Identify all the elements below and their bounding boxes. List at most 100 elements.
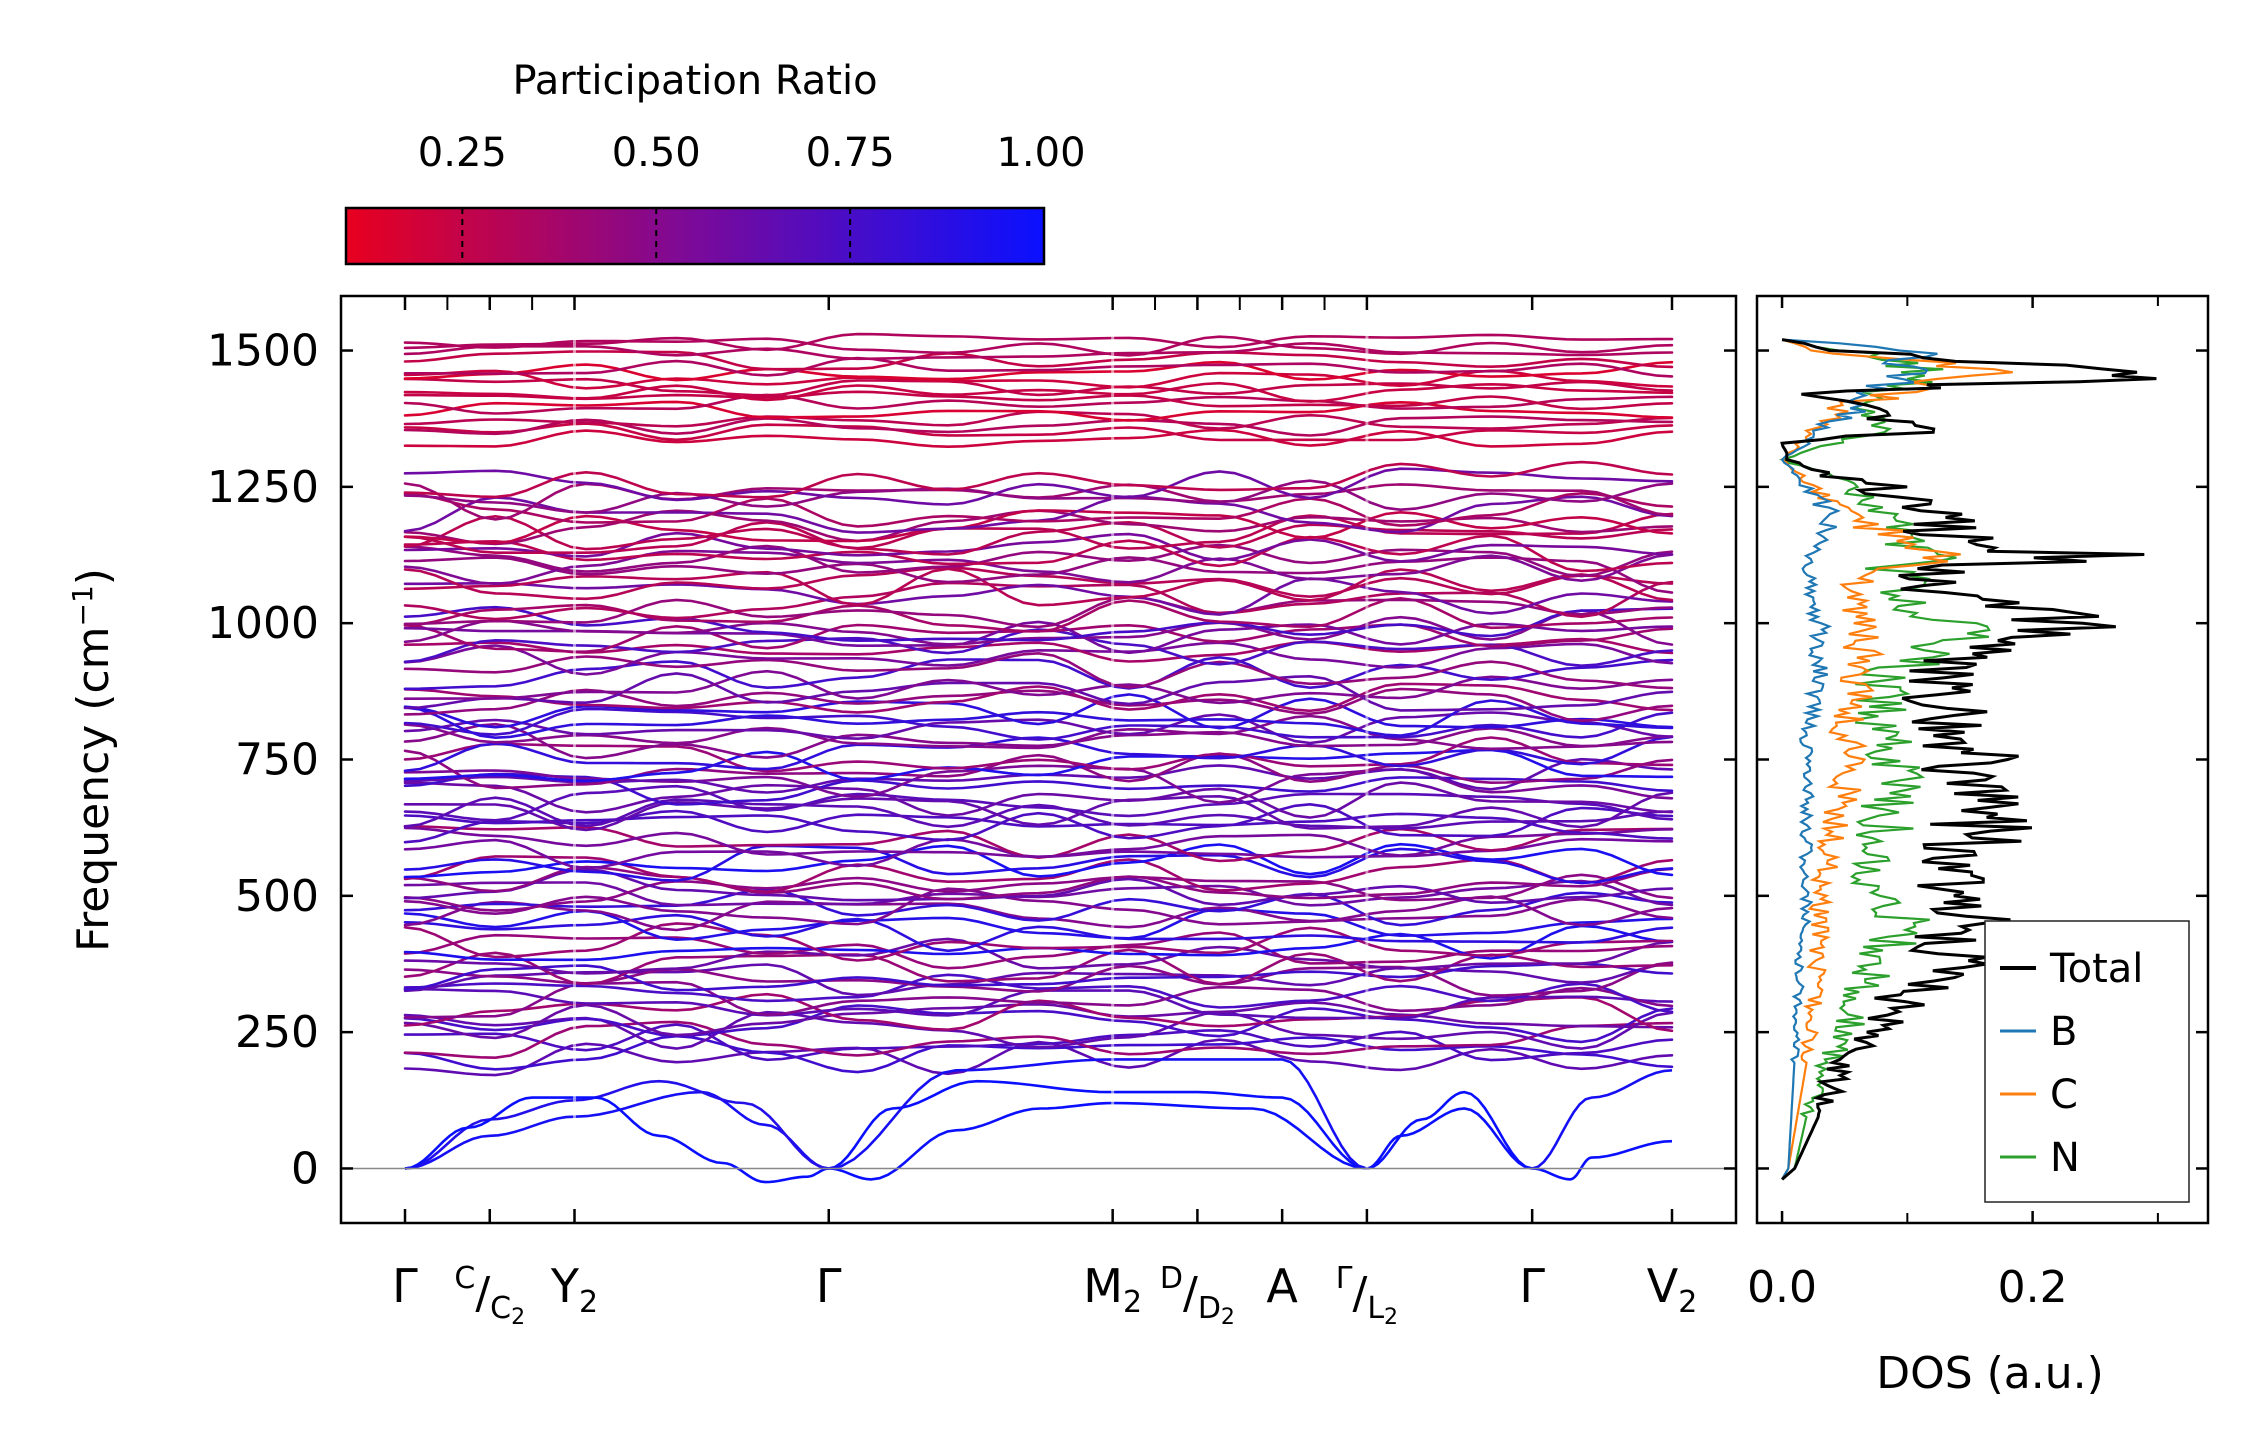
colorbar-tick-label: 0.75	[806, 130, 895, 176]
y-axis-label: Frequency (cm−1)	[66, 568, 119, 952]
phonon-band	[403, 796, 1674, 830]
phonon-band	[403, 350, 1674, 371]
phonon-band	[403, 948, 1674, 986]
acoustic-branch	[1366, 1090, 1533, 1170]
phonon-band	[403, 543, 1674, 578]
kpath-label: M2	[1083, 1259, 1142, 1320]
kpath-label: Γ/L2	[1336, 1261, 1398, 1330]
segment-break	[572, 296, 576, 1223]
segment-break	[1111, 296, 1115, 1223]
phonon-band	[403, 748, 1674, 783]
colorbar-tick-label: 1.00	[996, 130, 1085, 176]
kpath-label: Γ	[1519, 1259, 1545, 1313]
phonon-band	[403, 735, 1674, 773]
phonon-band	[403, 865, 1674, 901]
legend-label: Total	[2049, 946, 2143, 992]
acoustic-branch	[404, 1090, 829, 1170]
dos-x-label: DOS (a.u.)	[1876, 1348, 2104, 1399]
phonon-band	[403, 341, 1674, 361]
phonon-band	[403, 520, 1674, 556]
phonon-band	[403, 961, 1674, 997]
phonon-band	[403, 512, 1674, 551]
phonon-band	[403, 791, 1674, 832]
dos-series-n	[1779, 338, 1991, 1181]
legend-label: B	[2050, 1009, 2077, 1055]
phonon-band	[403, 482, 1674, 521]
phonon-band	[403, 509, 1674, 545]
phonon-band	[403, 381, 1674, 403]
dos-legend: Total BCN	[1984, 920, 2190, 1203]
phonon-band	[403, 897, 1674, 932]
phonon-band	[403, 1023, 1674, 1062]
phonon-band	[403, 534, 1674, 573]
dos-series-total	[1780, 338, 2157, 1181]
phonon-band	[403, 360, 1674, 382]
acoustic-branch	[1366, 1107, 1533, 1170]
phonon-band	[403, 596, 1674, 633]
colorbar-ticks: 0.25 0.50 0.75 1.00	[418, 130, 1086, 264]
dos-curves	[1779, 338, 2157, 1181]
phonon-band	[403, 556, 1674, 594]
kpath-label: Γ	[816, 1259, 842, 1313]
acoustic-branch	[828, 1079, 1368, 1170]
phonon-band	[403, 1010, 1674, 1050]
colorbar: Participation Ratio 0.25 0.50 0.75 1.00	[344, 58, 1086, 266]
phonon-band	[403, 467, 1674, 506]
dos-x-tick-label: 0.0	[1747, 1262, 1817, 1313]
phonon-band	[403, 605, 1674, 643]
phonon-band	[403, 641, 1674, 676]
y-tick-labels: 0 250 500 750 1000 1250 1500	[207, 326, 319, 1195]
phonon-band	[403, 711, 1674, 745]
segment-break	[1365, 296, 1369, 1223]
y-tick-label: 250	[235, 1007, 319, 1058]
phonon-band	[403, 595, 1674, 629]
y-tick-label: 1250	[207, 462, 319, 513]
phonon-band	[403, 907, 1674, 942]
colorbar-tick-label: 0.50	[612, 130, 701, 176]
phonon-band	[403, 722, 1674, 760]
y-tick-label: 750	[235, 735, 319, 786]
kpath-labels: Γ C/C2 Y2 Γ M2 D/D2 A Γ/L2 Γ V2	[392, 1259, 1697, 1330]
phonon-band	[403, 672, 1674, 712]
acoustic-branch	[828, 1101, 1368, 1181]
phonon-band	[403, 1001, 1674, 1040]
phonon-band	[403, 428, 1674, 449]
kpath-label: C/C2	[454, 1261, 525, 1330]
phonon-band	[403, 393, 1674, 415]
acoustic-branch	[828, 1058, 1368, 1170]
y-tick-label: 1500	[207, 326, 319, 377]
colorbar-tick-label: 0.25	[418, 130, 507, 176]
phonon-band	[403, 837, 1674, 870]
phonon-band	[403, 913, 1674, 953]
phonon-band	[403, 566, 1674, 601]
acoustic-branch	[1531, 1069, 1673, 1170]
dos-panel: 0.0 0.2 DOS (a.u.) Total BCN	[1747, 294, 2210, 1399]
kpath-label: Y2	[550, 1259, 598, 1320]
phonon-band	[403, 973, 1674, 1014]
kpath-label: V2	[1647, 1259, 1698, 1320]
phonon-band	[403, 415, 1674, 437]
phonon-band	[403, 491, 1674, 528]
phonon-band	[403, 1004, 1674, 1044]
band-lines	[403, 296, 1674, 1223]
phonon-band	[403, 826, 1674, 859]
kpath-label: A	[1266, 1259, 1298, 1313]
phonon-band	[403, 479, 1674, 514]
legend-label: N	[2050, 1135, 2080, 1181]
acoustic-branch	[404, 1079, 829, 1170]
phonon-band	[403, 549, 1674, 586]
phonon-band	[403, 422, 1674, 442]
phonon-band	[403, 628, 1674, 668]
phonon-band	[403, 390, 1674, 411]
phonon-band	[403, 460, 1674, 499]
legend-label: C	[2050, 1072, 2078, 1118]
phonon-band	[403, 844, 1674, 885]
band-axis-ticks	[341, 296, 1736, 1223]
y-tick-label: 1000	[207, 598, 319, 649]
phonon-band	[403, 781, 1674, 819]
dos-series-b	[1780, 338, 1938, 1180]
dos-x-tick-label: 0.2	[1998, 1262, 2068, 1313]
phonon-band	[403, 577, 1674, 616]
phonon-band	[403, 377, 1674, 397]
